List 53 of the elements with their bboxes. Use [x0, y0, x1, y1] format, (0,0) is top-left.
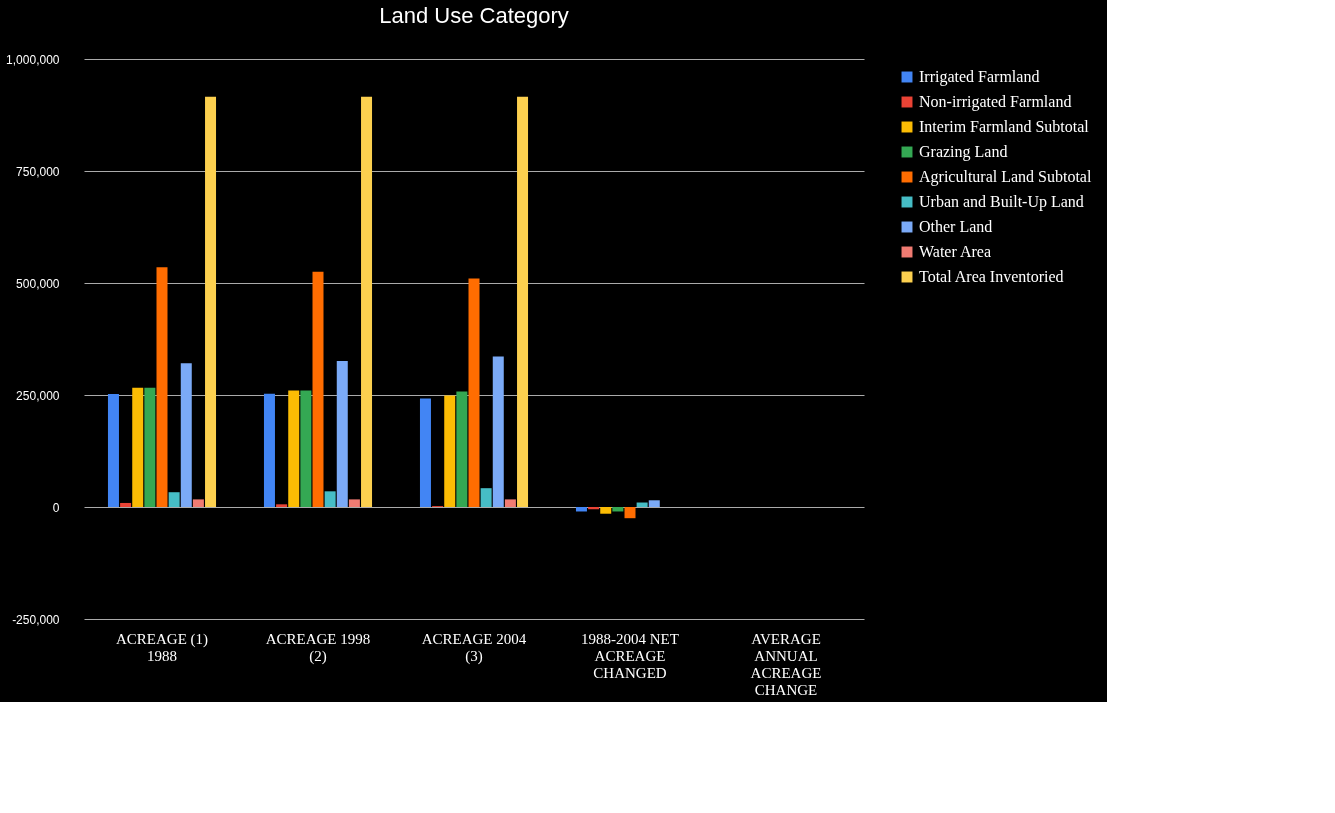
- bar: [480, 488, 492, 507]
- bar: [276, 504, 288, 507]
- y-tick-label: -250,000: [12, 612, 60, 627]
- bar: [107, 394, 119, 507]
- legend-label: Non-irrigated Farmland: [919, 93, 1072, 111]
- bar: [517, 96, 529, 507]
- bar: [168, 492, 180, 507]
- bar: [492, 356, 504, 507]
- y-tick-label: 1,000,000: [6, 52, 60, 67]
- bar: [361, 96, 373, 507]
- legend-label: Other Land: [919, 218, 993, 235]
- x-tick-label: ACREAGE 2004 (3): [421, 630, 527, 665]
- bar: [156, 267, 168, 507]
- bar: [504, 499, 516, 507]
- bar: [612, 507, 624, 512]
- x-tick-label: AVERAGE ANNUAL ACREAGE CHANGE: [750, 630, 822, 698]
- bar: [263, 393, 275, 507]
- bar: [444, 395, 456, 507]
- bar: [192, 499, 204, 507]
- bar: [132, 387, 144, 507]
- bar: [180, 363, 192, 507]
- bar: [648, 500, 660, 507]
- bar: [300, 390, 312, 507]
- y-tick-label: 500,000: [16, 276, 60, 291]
- legend-label: Grazing Land: [919, 143, 1008, 161]
- y-tick-label: 750,000: [16, 164, 60, 179]
- bar: [468, 278, 480, 507]
- bar: [120, 502, 132, 507]
- bar: [636, 502, 648, 507]
- legend-label: Total Area Inventoried: [919, 268, 1064, 285]
- legend-label: Irrigated Farmland: [919, 68, 1040, 86]
- legend-label: Urban and Built-Up Land: [919, 193, 1084, 211]
- legend-label: Water Area: [919, 243, 991, 260]
- chart-title: Land Use Category: [379, 3, 569, 28]
- legend-label: Interim Farmland Subtotal: [919, 118, 1090, 135]
- legend-label: Agricultural Land Subtotal: [919, 168, 1092, 186]
- bar: [456, 391, 468, 507]
- bar: [575, 507, 587, 512]
- bar: [348, 499, 360, 507]
- bar: [312, 271, 324, 507]
- bar: [419, 398, 431, 507]
- bar: [600, 507, 612, 514]
- y-tick-label: 250,000: [16, 388, 60, 403]
- x-tick-label: ACREAGE 1998 (2): [265, 630, 371, 665]
- bar: [624, 507, 636, 519]
- bar: [288, 390, 300, 507]
- x-tick-label: 1988-2004 NET ACREAGE CHANGED: [581, 630, 679, 681]
- bar: [205, 96, 217, 507]
- y-tick-label: 0: [52, 500, 60, 515]
- bar: [324, 491, 336, 507]
- x-tick-label: ACREAGE (1) 1988: [115, 630, 209, 664]
- bar: [144, 387, 156, 507]
- bar: [336, 360, 348, 507]
